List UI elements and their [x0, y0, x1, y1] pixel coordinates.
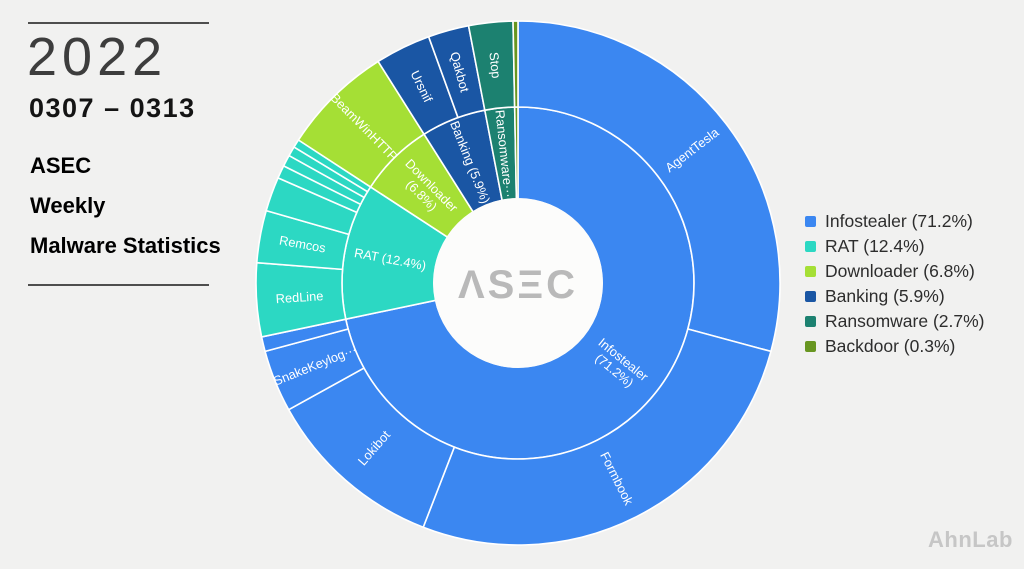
legend-swatch [805, 265, 816, 277]
legend-label: Banking (5.9%) [825, 285, 945, 306]
family-segment-unlabeled [512, 20, 519, 108]
divider-bottom [28, 284, 209, 286]
legend-item: Ransomware (2.7%) [805, 311, 985, 331]
report-title-line-3: Malware Statistics [30, 233, 221, 258]
legend-item: RAT (12.4%) [805, 236, 985, 256]
divider-top [28, 22, 209, 24]
legend-swatch [805, 340, 816, 352]
chart-legend: Infostealer (71.2%) RAT (12.4%) Downloader… [805, 211, 985, 356]
year-label: 2022 [27, 27, 168, 87]
legend-label: Downloader (6.8%) [825, 260, 975, 281]
legend-item: Infostealer (71.2%) [805, 211, 985, 231]
legend-label: RAT (12.4%) [825, 235, 925, 256]
ahnlab-logo: AhnLab [928, 527, 1013, 552]
legend-item: Backdoor (0.3%) [805, 336, 985, 356]
family-label: RedLine [275, 288, 324, 306]
center-circle [433, 198, 603, 368]
legend-swatch [805, 315, 816, 327]
asec-center-logo: ΛSΞC [458, 263, 578, 307]
family-label: Stop [486, 51, 504, 79]
legend-swatch [805, 215, 816, 227]
legend-swatch [805, 290, 816, 302]
legend-label: Ransomware (2.7%) [825, 310, 985, 331]
report-title-line-1: ASEC [30, 153, 92, 178]
legend-swatch [805, 240, 816, 252]
legend-label: Backdoor (0.3%) [825, 335, 956, 356]
legend-item: Banking (5.9%) [805, 286, 985, 306]
legend-label: Infostealer (71.2%) [825, 210, 973, 231]
legend-item: Downloader (6.8%) [805, 261, 985, 281]
family-segment-formbook [422, 328, 772, 546]
report-title: ASEC Weekly Malware Statistics [30, 146, 221, 266]
date-range-label: 0307 – 0313 [29, 93, 196, 123]
report-title-line-2: Weekly [30, 193, 106, 218]
family-segment-agenttesla [517, 20, 781, 353]
